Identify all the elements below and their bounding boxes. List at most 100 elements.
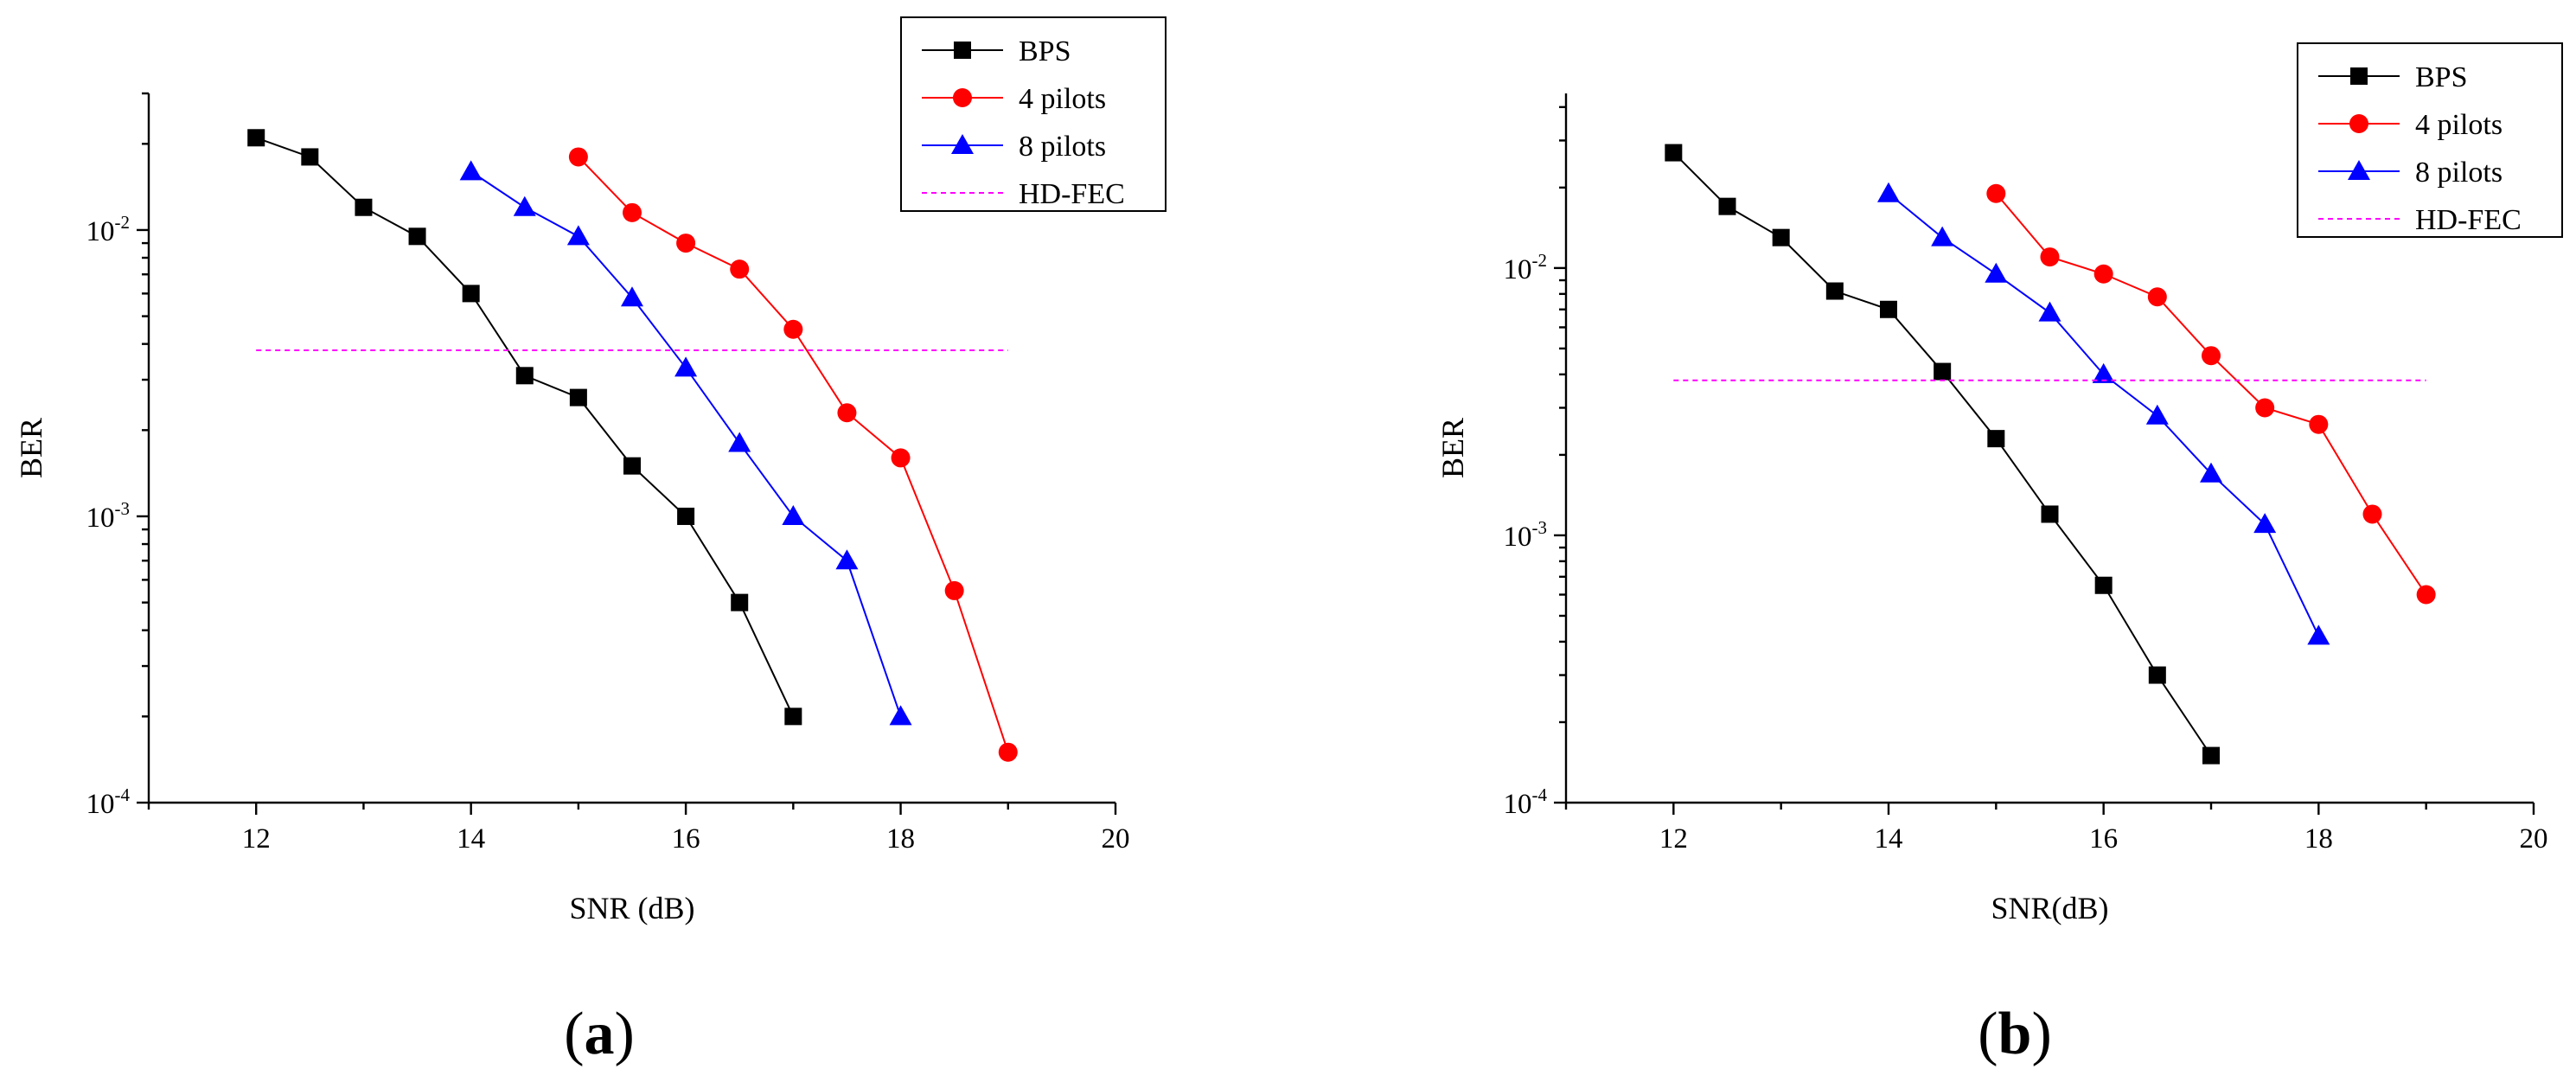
data-point: [515, 367, 534, 385]
x-tick-label: 20: [2520, 823, 2548, 855]
data-point: [408, 227, 426, 246]
data-point: [1880, 300, 1897, 318]
legend: BPS 4 pilots 8 pilots HD-FEC: [900, 16, 1167, 212]
series-line: [578, 156, 1009, 753]
series-bps: [247, 129, 802, 726]
panel-label: (a): [564, 1001, 635, 1067]
data-point: [1931, 226, 1954, 246]
data-point: [566, 225, 590, 246]
data-point: [462, 285, 480, 303]
series-4-pilots: [568, 147, 1018, 762]
data-point: [355, 198, 373, 216]
data-point: [837, 403, 857, 423]
data-point: [1665, 144, 1683, 162]
panel-label-letter: a: [585, 1001, 615, 1067]
legend-label: 4 pilots: [2415, 109, 2502, 141]
data-point: [2148, 666, 2166, 684]
x-tick-label: 16: [672, 823, 700, 855]
y-tick-base: 10: [1504, 254, 1532, 285]
x-tick-label: 12: [1659, 823, 1688, 855]
legend-marker: [2348, 160, 2370, 180]
x-tick-label: 16: [2089, 823, 2118, 855]
legend-label: HD-FEC: [2415, 204, 2522, 236]
y-tick-exponent: -3: [1532, 517, 1548, 538]
series-line: [1995, 193, 2427, 596]
data-point: [2255, 398, 2275, 418]
panel-label-close-paren: ): [2031, 1001, 2051, 1067]
legend-label: BPS: [2415, 61, 2468, 93]
panel-label-open-paren: (: [564, 1001, 584, 1067]
legend-label: 8 pilots: [2415, 157, 2502, 189]
data-point: [835, 549, 859, 570]
y-axis-title: BER: [14, 418, 48, 478]
legend-marker: [954, 42, 971, 59]
y-tick-exponent: -2: [115, 212, 131, 233]
data-point: [2094, 576, 2113, 594]
data-point: [2202, 746, 2220, 765]
data-point: [568, 147, 588, 167]
y-tick-label: 10-4: [86, 784, 131, 820]
data-point: [1772, 228, 1790, 246]
data-point: [2416, 585, 2436, 605]
series-line: [470, 170, 902, 717]
data-point: [569, 388, 587, 407]
x-tick-label: 18: [886, 823, 915, 855]
data-point: [730, 259, 750, 279]
data-point: [2307, 624, 2330, 645]
y-tick-base: 10: [86, 789, 115, 820]
data-point: [2147, 287, 2167, 307]
data-point: [623, 457, 641, 475]
y-tick-label: 10-4: [1504, 784, 1548, 820]
y-tick-base: 10: [86, 503, 115, 534]
panel-label: (b): [1978, 1001, 2052, 1067]
data-point: [1877, 182, 1900, 202]
data-point: [1718, 197, 1736, 215]
data-point: [674, 356, 698, 377]
series-line: [1888, 192, 2320, 637]
x-axis-title: SNR(dB): [1991, 891, 2108, 925]
y-tick-exponent: -4: [1532, 784, 1548, 805]
data-point: [2092, 362, 2115, 383]
data-point: [2040, 247, 2060, 267]
legend-label: 4 pilots: [1019, 83, 1106, 115]
y-tick-label: 10-3: [86, 498, 131, 534]
y-axis-title: BER: [1435, 418, 1470, 478]
data-point: [621, 286, 643, 307]
x-axis-title: SNR (dB): [569, 891, 694, 925]
y-tick-exponent: -2: [1532, 250, 1548, 271]
panel-label-letter: b: [1998, 1001, 2032, 1067]
data-point: [2093, 264, 2113, 284]
data-point: [782, 504, 805, 525]
panel-label-close-paren: ): [615, 1001, 635, 1067]
data-point: [1985, 262, 2008, 283]
y-tick-exponent: -3: [115, 498, 131, 519]
data-point: [944, 580, 964, 600]
legend: BPS 4 pilots 8 pilots HD-FEC: [2297, 42, 2563, 238]
y-tick-base: 10: [1504, 789, 1532, 820]
legend-label: HD-FEC: [1019, 178, 1125, 210]
data-point: [247, 129, 265, 147]
legend-label: BPS: [1019, 35, 1071, 67]
data-point: [676, 234, 696, 253]
data-point: [2200, 462, 2222, 483]
data-point: [784, 707, 802, 726]
series-8-pilots: [1877, 182, 2330, 645]
y-tick-label: 10-3: [1504, 517, 1548, 553]
panel-label-open-paren: (: [1978, 1001, 1998, 1067]
x-tick-label: 18: [2304, 823, 2333, 855]
legend-marker: [951, 134, 974, 154]
legend-label: 8 pilots: [1019, 131, 1106, 163]
series-4-pilots: [1986, 183, 2436, 605]
series-bps: [1665, 144, 2220, 765]
x-tick-label: 20: [1102, 823, 1130, 855]
y-tick-base: 10: [1504, 522, 1532, 553]
data-point: [2038, 301, 2061, 322]
series-line: [255, 137, 795, 717]
data-point: [2041, 505, 2059, 523]
data-point: [2309, 414, 2329, 434]
data-point: [728, 432, 751, 452]
x-tick-label: 14: [1875, 823, 1903, 855]
